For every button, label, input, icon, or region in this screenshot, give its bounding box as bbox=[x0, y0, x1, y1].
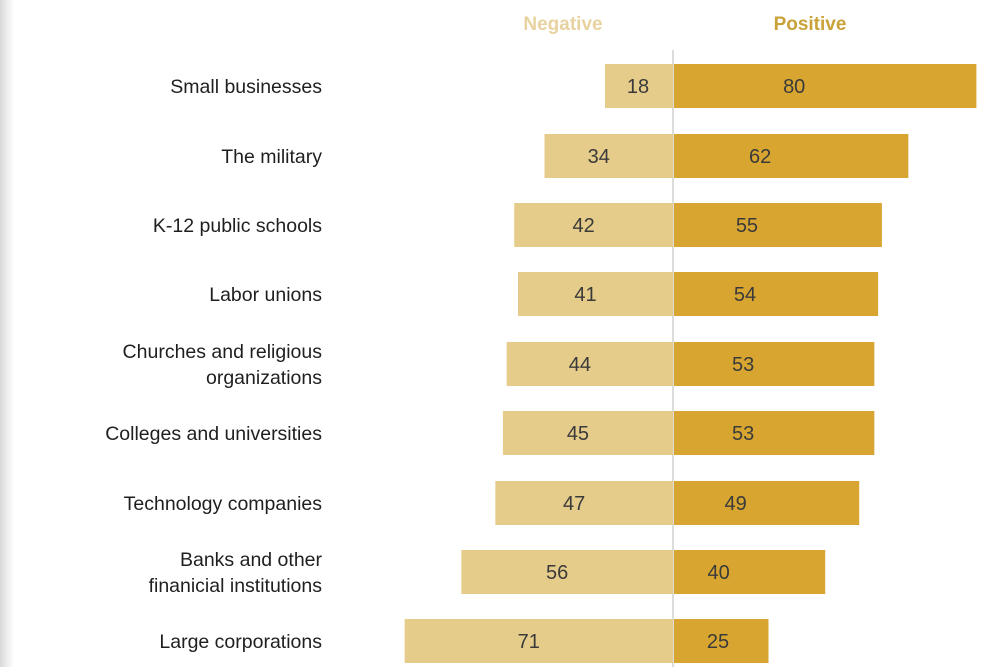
bar-positive bbox=[674, 342, 875, 386]
category-label: finanicial institutions bbox=[149, 575, 323, 597]
value-label-positive: 25 bbox=[707, 631, 729, 653]
value-label-negative: 18 bbox=[627, 76, 649, 98]
value-label-positive: 55 bbox=[736, 215, 758, 237]
category-label: Labor unions bbox=[209, 284, 322, 306]
value-label-negative: 44 bbox=[569, 354, 591, 376]
value-label-negative: 56 bbox=[546, 562, 568, 584]
category-label: K-12 public schools bbox=[153, 215, 322, 237]
bar-positive bbox=[674, 203, 882, 247]
category-label: Large corporations bbox=[159, 631, 322, 653]
bar-positive bbox=[674, 64, 977, 108]
value-label-positive: 80 bbox=[783, 76, 805, 98]
bar-negative bbox=[461, 550, 673, 594]
value-label-negative: 41 bbox=[574, 284, 596, 306]
bar-negative bbox=[506, 342, 673, 386]
bar-negative bbox=[502, 411, 673, 455]
value-label-negative: 47 bbox=[563, 493, 585, 515]
bar-positive bbox=[674, 134, 909, 178]
value-label-positive: 40 bbox=[707, 562, 729, 584]
bar-positive bbox=[674, 411, 875, 455]
category-label: Colleges and universities bbox=[105, 423, 322, 445]
category-label: organizations bbox=[206, 367, 322, 389]
bar-negative bbox=[514, 203, 673, 247]
bar-negative bbox=[495, 481, 673, 525]
category-label: The military bbox=[221, 146, 322, 168]
value-label-negative: 34 bbox=[588, 146, 610, 168]
bar-positive bbox=[674, 481, 860, 525]
value-label-negative: 45 bbox=[567, 423, 589, 445]
legend-positive: Positive bbox=[774, 14, 847, 35]
bar-negative bbox=[404, 619, 673, 663]
bar-positive bbox=[674, 619, 769, 663]
left-edge-shadow bbox=[0, 0, 14, 667]
value-label-positive: 54 bbox=[734, 284, 756, 306]
bar-positive bbox=[674, 550, 826, 594]
bar-negative bbox=[604, 64, 673, 108]
bar-negative bbox=[518, 272, 673, 316]
category-label: Technology companies bbox=[124, 493, 323, 515]
bar-positive bbox=[674, 272, 879, 316]
value-label-positive: 53 bbox=[732, 354, 754, 376]
value-label-positive: 49 bbox=[724, 493, 746, 515]
bar-negative bbox=[544, 134, 673, 178]
legend-negative: Negative bbox=[523, 14, 602, 35]
value-label-negative: 71 bbox=[518, 631, 540, 653]
category-label: Small businesses bbox=[170, 76, 322, 98]
value-label-positive: 62 bbox=[749, 146, 771, 168]
category-label: Banks and other bbox=[180, 549, 323, 571]
value-label-positive: 53 bbox=[732, 423, 754, 445]
category-label: Churches and religious bbox=[123, 341, 323, 363]
value-label-negative: 42 bbox=[572, 215, 594, 237]
